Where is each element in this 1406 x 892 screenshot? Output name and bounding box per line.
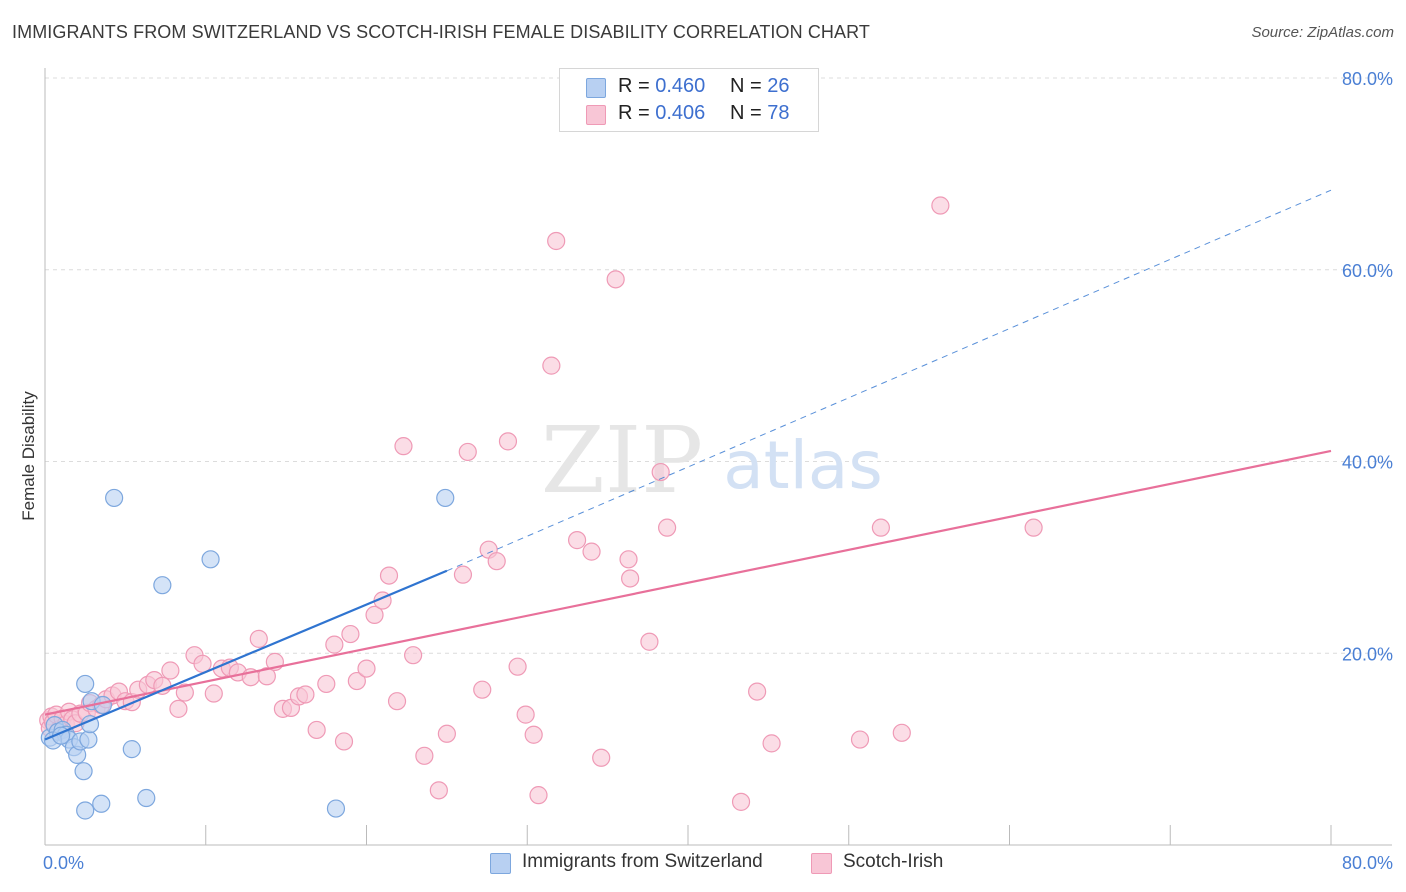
scotch-irish-point <box>347 671 366 691</box>
bottom-legend-label: Immigrants from Switzerland <box>522 851 763 872</box>
scotch-irish-point <box>606 270 625 289</box>
switzerland-point <box>326 799 346 818</box>
scotch-irish-point <box>487 552 506 571</box>
legend-swatch-pink <box>586 105 606 125</box>
scotch-irish-point <box>334 732 354 751</box>
trend-lines <box>44 189 1332 741</box>
chart-title: IMMIGRANTS FROM SWITZERLAND VS SCOTCH-IR… <box>12 22 870 42</box>
scotch-irish-point <box>931 196 950 215</box>
scotch-irish-point <box>547 231 566 251</box>
grid-layer <box>45 77 1392 654</box>
x-tick-label: 0.0% <box>43 853 84 873</box>
switzerland-point <box>76 674 95 694</box>
y-axis-label: Female Disability <box>19 391 38 521</box>
scotch-irish-point <box>567 531 587 550</box>
source-label: Source: ZipAtlas.com <box>1251 24 1394 41</box>
scotch-irish-point <box>473 680 492 699</box>
scotch-irish-point <box>731 792 751 811</box>
watermark-atlas: atlas <box>723 427 883 504</box>
scotch-irish-point <box>394 437 413 456</box>
axis-layer <box>44 68 1392 846</box>
watermark: ZIP atlas <box>541 407 883 514</box>
y-tick-label: 60.0% <box>1342 261 1393 281</box>
switzerland-trend-line <box>44 569 448 741</box>
scotch-irish-point <box>296 685 315 704</box>
scotch-irish-point <box>748 682 767 701</box>
scotch-irish-point <box>508 657 527 676</box>
legend-swatch-blue <box>586 78 606 98</box>
legend-r-label: R = <box>618 102 656 124</box>
switzerland-point <box>74 762 93 781</box>
switzerland-point <box>436 488 455 508</box>
scotch-irish-point <box>175 683 194 702</box>
bottom-legend-swatch-pink <box>811 853 832 874</box>
scotch-irish-point <box>592 748 611 767</box>
scotch-irish-point <box>365 605 384 625</box>
switzerland-point <box>105 488 124 508</box>
scotch-irish-point <box>341 624 360 644</box>
legend-n-label: N = <box>730 75 768 97</box>
switzerland-point <box>92 794 111 813</box>
scotch-irish-point <box>415 746 434 765</box>
axis-labels: 20.0% 40.0% 60.0% 80.0% 0.0% 80.0% Female Disa… <box>19 69 1393 873</box>
scotch-irish-point <box>453 565 473 584</box>
scotch-irish-point <box>1024 518 1043 537</box>
switzerland-point <box>201 550 220 569</box>
bottom-legend-swatch-blue <box>490 853 511 874</box>
scotch-irish-point <box>169 699 188 718</box>
scotch-irish-point <box>307 720 326 740</box>
scotch-irish-point <box>542 356 561 375</box>
scotch-irish-point <box>458 442 477 462</box>
scotch-irish-point <box>640 632 659 651</box>
scotch-irish-point <box>516 705 535 724</box>
scotch-irish-point <box>325 635 344 654</box>
switzerland-point <box>153 576 172 595</box>
legend-r-label: R = <box>618 75 656 97</box>
y-tick-label: 80.0% <box>1342 69 1393 89</box>
scotch-irish-point <box>651 462 670 482</box>
y-tick-label: 20.0% <box>1342 644 1393 664</box>
scotch-irish-point <box>498 432 518 451</box>
scotch-irish-point <box>317 674 336 694</box>
switzerland-point <box>76 801 95 820</box>
switzerland-trend-extension <box>446 189 1332 572</box>
legend-r-value: 0.460 <box>655 75 706 97</box>
y-tick-label: 40.0% <box>1342 453 1393 473</box>
scotch-irish-point <box>762 734 781 753</box>
scotch-irish-point <box>387 692 407 711</box>
switzerland-point <box>137 788 156 808</box>
scotch-irish-point <box>437 724 456 743</box>
scotch-irish-point <box>871 518 891 537</box>
switzerland-points <box>40 488 455 820</box>
scotch-irish-point <box>582 542 601 561</box>
scotch-irish-point <box>429 781 448 800</box>
scotch-irish-point <box>379 566 399 585</box>
x-tick-label: 80.0% <box>1342 853 1393 873</box>
scotch-irish-point <box>619 550 638 569</box>
legend-n-value: 78 <box>767 102 790 124</box>
legend-n-label: N = <box>730 102 768 124</box>
correlation-legend: R = 0.460 N = 26 R = 0.406 N = 78 <box>559 68 819 132</box>
scotch-irish-point <box>357 659 376 678</box>
scotch-irish-point <box>621 569 640 588</box>
scotch-irish-point <box>204 684 223 703</box>
scotch-irish-point <box>892 723 911 742</box>
scotch-irish-point <box>850 730 870 749</box>
scotch-irish-point <box>404 646 423 665</box>
watermark-zip: ZIP <box>541 407 703 514</box>
scotch-irish-point <box>524 725 543 744</box>
scotch-irish-point <box>658 518 677 537</box>
bottom-legend-label: Scotch-Irish <box>843 851 944 872</box>
scotch-irish-point <box>161 661 180 680</box>
scotch-irish-point <box>249 629 268 648</box>
legend-r-value: 0.406 <box>655 102 706 124</box>
switzerland-point <box>79 730 98 749</box>
scotch-irish-trend-line <box>44 449 1332 716</box>
scotch-irish-point <box>529 786 548 805</box>
switzerland-point <box>122 740 141 759</box>
legend-n-value: 26 <box>767 75 790 97</box>
scotch-irish-point <box>257 667 276 686</box>
